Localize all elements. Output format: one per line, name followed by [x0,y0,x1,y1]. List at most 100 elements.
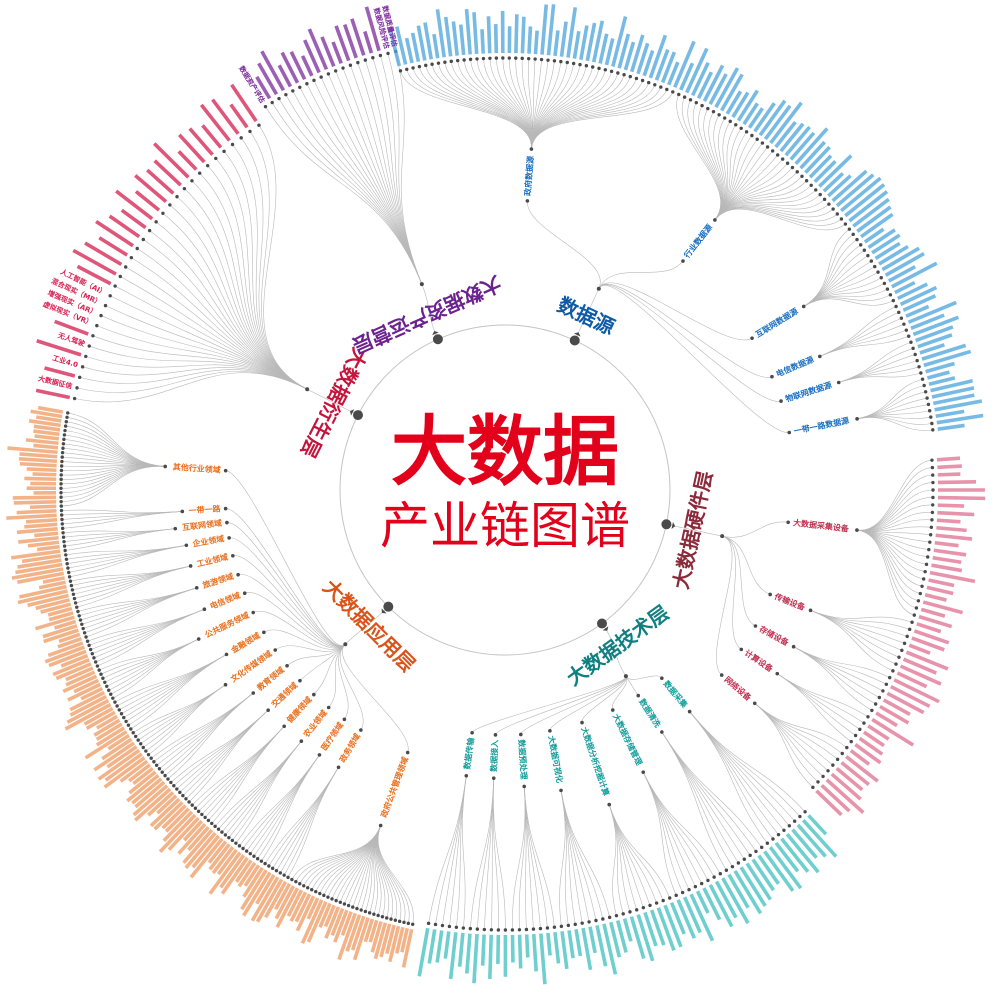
leaf-link [119,654,227,711]
branch-node [225,520,229,525]
leaf-node [144,749,148,753]
leaf-node [897,655,901,659]
leaf-link [377,825,410,924]
branch-node [681,259,685,263]
leaf-link [714,208,842,226]
branch-link [625,676,639,696]
leaf-node [290,877,294,882]
leaf-label-unreadable [373,922,388,960]
leaf-label-unreadable [435,9,446,58]
leaf-label-unreadable [134,190,161,212]
layer-label: 大数据硬件层 [669,469,717,591]
leaf-node [845,745,849,750]
leaf-link [777,673,856,736]
branch-node [251,610,256,615]
leaf-node [59,473,63,477]
leaf-node [190,179,194,183]
leaf-node [587,920,591,924]
leaf-label-unreadable [27,593,69,608]
branch-fan-node [223,682,228,687]
branch-fan-node [713,218,717,222]
branch-link [549,675,627,731]
leaf-link [61,509,183,513]
leaf-node [771,837,775,841]
leaf-node [65,415,69,419]
leaf-link [155,221,308,390]
leaf-label-unreadable [65,666,94,682]
leaf-label-unreadable [182,828,214,865]
leaf-node [700,103,704,108]
leaf-node [205,163,210,168]
leaf-label-unreadable [33,424,61,432]
leaf-link [810,610,908,637]
leaf-node [78,618,83,622]
leaf-label-unreadable [936,525,967,533]
leaf-label-unreadable [615,920,628,953]
leaf-label-unreadable [923,349,972,368]
branch-label: 网络设备 [723,674,755,703]
leaf-label-unreadable [623,41,636,71]
leaf-node [765,145,770,149]
leaf-link [476,58,532,150]
branch-fan-node [836,380,841,385]
leaf-label-unreadable [907,300,957,324]
branch-label: 医疗领域 [319,720,346,752]
leaf-node [60,450,65,455]
leaf-label-unreadable [242,866,264,898]
leaf-label-unreadable [520,16,526,54]
leaf-node [77,614,81,618]
leaf-label-unreadable [161,804,187,830]
branch-label: 互联网数据源 [753,306,799,340]
leaf-label-unreadable [234,859,253,883]
leaf-label-unreadable [727,873,750,909]
leaf-node [877,695,882,700]
leaf-node [538,926,543,931]
leaf-link [65,544,187,556]
leaf-link [85,356,308,390]
leaf-node [406,921,411,926]
leaf-node [62,437,66,442]
leaf-label-unreadable [34,531,59,538]
leaf-node [462,58,466,62]
leaf-label-unreadable [19,584,67,599]
leaf-link [803,298,894,307]
leaf-node [798,814,802,819]
leaf-label-unreadable [714,880,738,919]
leaf-label-unreadable [937,510,975,517]
leaf-label-unreadable [758,99,787,137]
leaf-label-unreadable [10,549,61,560]
leaf-label-unreadable [364,6,381,52]
leaf-label-unreadable [264,880,288,919]
leaf-label-unreadable [860,212,894,239]
leaf-node [454,925,459,930]
leaf-label-unreadable [106,745,138,769]
leaf-node [930,421,934,426]
leaf-node [63,548,67,553]
leaf-node [723,116,727,120]
leaf-node [363,909,368,914]
leaf-link [714,124,737,221]
leaf-node [843,222,848,226]
leaf-label-unreadable [936,518,961,524]
leaf-node [915,358,919,363]
leaf-link [102,638,199,679]
leaf-node [816,780,820,784]
leaf-link [708,111,724,221]
leaf-label-unreadable [17,571,65,584]
leaf-link [89,345,308,390]
leaf-label-unreadable [427,929,437,964]
leaf-node [566,923,571,928]
leaf-label-unreadable [182,819,204,842]
leaf-label-unreadable [134,174,168,204]
leaf-label-unreadable [546,4,556,56]
leaf-link [377,825,406,923]
leaf-label-unreadable [458,24,466,56]
branch-node [312,692,316,697]
branch-label: 其他行业领域 [172,462,221,475]
leaf-node [73,601,78,605]
leaf-link [689,711,779,835]
leaf-node [609,69,614,74]
leaf-node [594,918,598,923]
leaf-node [835,757,840,762]
